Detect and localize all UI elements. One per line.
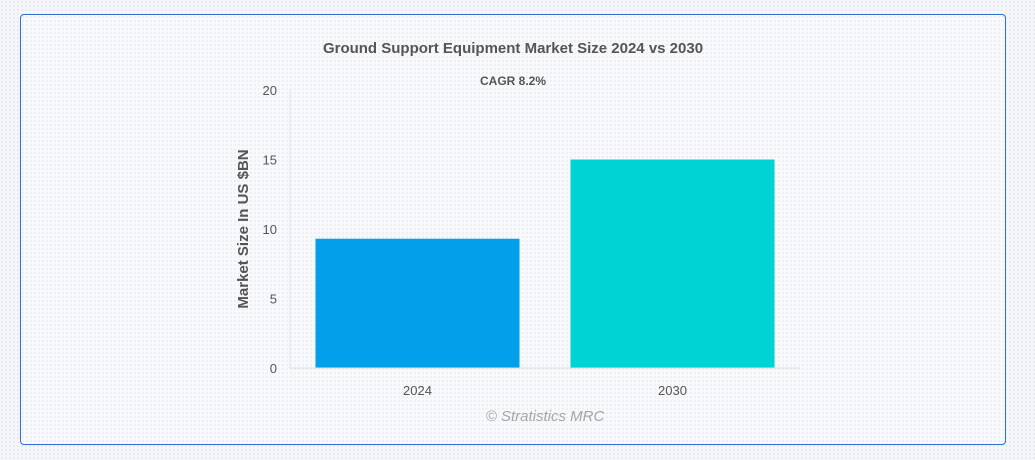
chart-card <box>20 14 1006 445</box>
y-tick-label: 10 <box>263 222 277 237</box>
y-tick-label: 0 <box>270 361 277 376</box>
y-axis: 0 5 10 15 20 <box>263 83 291 376</box>
chart-subtitle: CAGR 8.2% <box>480 74 546 88</box>
y-tick-label: 5 <box>270 292 277 307</box>
bars <box>315 159 775 368</box>
chart-title: Ground Support Equipment Market Size 202… <box>323 40 703 57</box>
bar-2024 <box>315 238 520 368</box>
x-tick-label: 2024 <box>403 383 432 398</box>
credit-text: © Stratistics MRC <box>486 408 605 425</box>
x-axis: 2024 2030 <box>290 367 800 398</box>
y-tick-label: 15 <box>263 153 277 168</box>
x-tick-label: 2030 <box>658 383 687 398</box>
y-axis-label: Market Size In US $BN <box>235 149 252 308</box>
y-tick-label: 20 <box>263 83 277 98</box>
bar-2030 <box>570 159 775 368</box>
